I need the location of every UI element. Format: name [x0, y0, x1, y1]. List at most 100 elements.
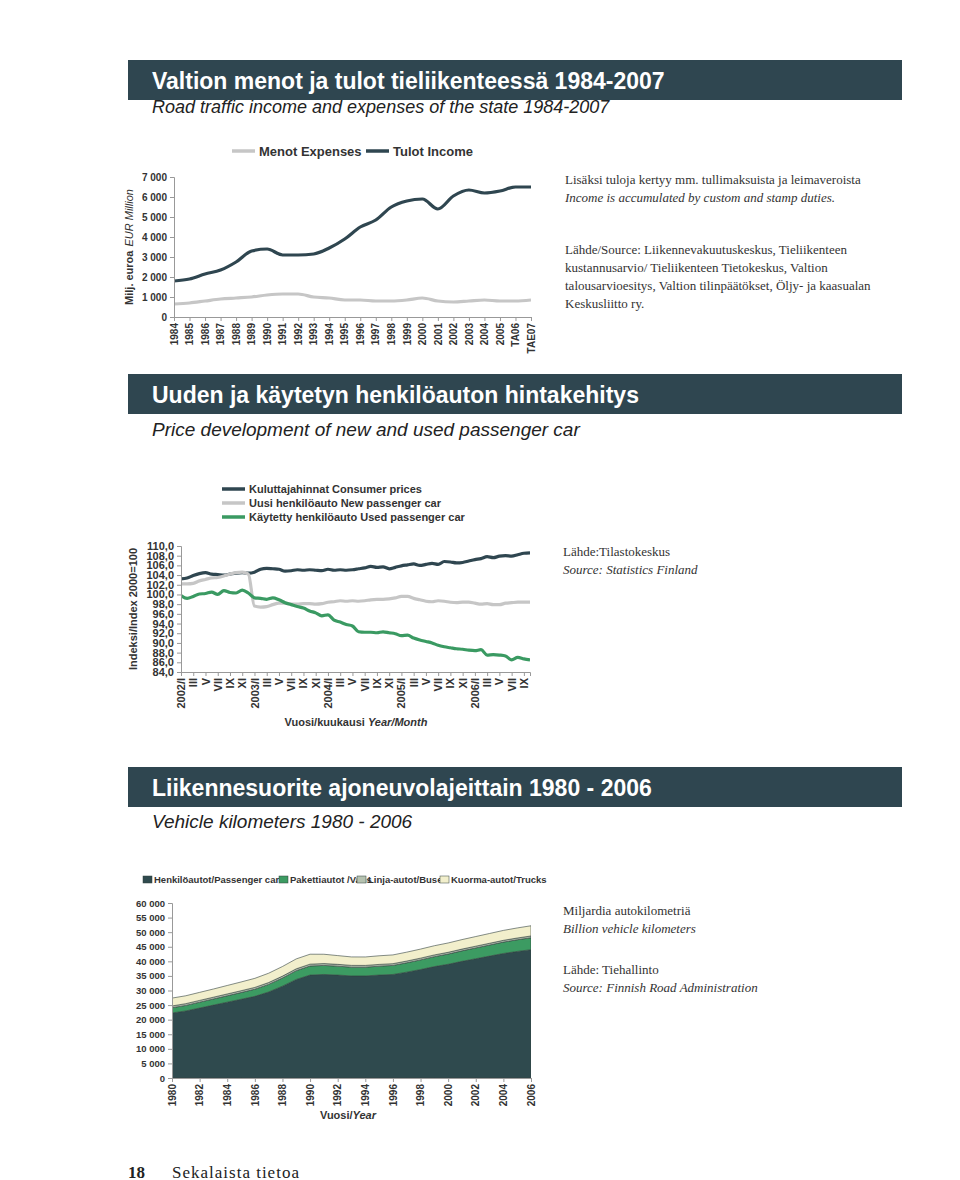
x-tick: IX: [224, 672, 236, 688]
y-axis: 84,086,088,090,092,094,096,098,0100,0102…: [146, 540, 181, 678]
tick-label: VII: [212, 678, 224, 691]
tick-mark: [170, 197, 174, 198]
tick-mark: [242, 672, 243, 676]
tick-mark: [205, 672, 206, 676]
x-tick: 2005/I: [395, 672, 407, 709]
chart: Valtion menot ja tulot tieliikenteessä 1…: [123, 60, 902, 353]
tick-label: 1 000: [142, 292, 167, 303]
tick-label: IX: [518, 677, 530, 688]
tick-mark: [227, 1078, 228, 1082]
x-tick: 1984: [222, 1078, 233, 1106]
x-tick: 1982: [194, 1078, 205, 1106]
tick-label: 5 000: [141, 1058, 165, 1069]
tick-mark: [484, 317, 485, 321]
tick-mark: [177, 624, 181, 625]
x-axis-title-en: Year/Month: [368, 716, 428, 728]
tick-label: IX: [297, 677, 309, 688]
legend: Menot ExpensesTulot Income: [232, 144, 473, 159]
tick-label: TA06: [510, 323, 521, 347]
tick-label: 2005/I: [395, 678, 407, 709]
tick-mark: [283, 317, 284, 321]
tick-mark: [177, 556, 181, 557]
tick-mark: [328, 672, 329, 676]
tick-label: 1996: [355, 323, 366, 346]
tick-label: 1998: [415, 1084, 426, 1107]
tick-label: VII: [432, 678, 444, 691]
tick-mark: [177, 546, 181, 547]
axis-line: [173, 1079, 532, 1083]
x-tick: 1990: [262, 317, 273, 345]
tick-label: 2006: [526, 1084, 537, 1107]
tick-label: 2004/I: [322, 678, 334, 709]
tick-mark: [252, 317, 253, 321]
legend-swatch: [222, 487, 245, 491]
x-tick: 2004: [479, 317, 490, 345]
tick-mark: [499, 672, 500, 676]
subtitle: Vehicle kilometers 1980 - 2006: [152, 811, 413, 832]
x-tick: 2000: [443, 1078, 454, 1106]
tick-mark: [475, 672, 476, 676]
tick-mark: [267, 317, 268, 321]
x-tick: 1993: [308, 317, 319, 345]
x-tick: VII: [432, 672, 444, 691]
tick-mark: [360, 317, 361, 321]
tick-label: 7 000: [142, 172, 167, 183]
x-tick: V: [200, 672, 212, 685]
x-axis-title: Vuosi/kuukausi Year/Month: [285, 716, 428, 728]
tick-mark: [236, 317, 237, 321]
tick-mark: [500, 317, 501, 321]
x-axis-title-fi: Vuosi/kuukausi: [285, 716, 368, 728]
tick-label: 2 000: [142, 272, 167, 283]
tick-mark: [200, 1078, 201, 1082]
tick-label: III: [481, 678, 493, 687]
x-tick: IX: [518, 672, 530, 688]
note: Lähde/Source: Liikennevakuutuskeskus, Ti…: [565, 242, 847, 257]
x-tick: 2004: [498, 1078, 509, 1106]
tick-label: III: [334, 678, 346, 687]
plot-area: [174, 187, 531, 304]
legend-swatch: [232, 149, 255, 153]
y-tick: 2 000: [142, 272, 174, 283]
tick-label: 2004: [498, 1084, 509, 1107]
legend-label: Pakettiautot /Vans: [290, 874, 372, 885]
x-tick: 1988: [231, 317, 242, 345]
x-tick: 1996: [388, 1078, 399, 1106]
y-tick: 0: [160, 1073, 172, 1084]
note: Lähde:Tilastokeskus: [563, 544, 670, 559]
note-en: Income is accumulated by custom and stam…: [564, 190, 835, 205]
header-bar: [128, 60, 902, 100]
tick-mark: [338, 1078, 339, 1082]
legend-label: Linja-autot/Buses: [368, 874, 448, 885]
x-tick: 2002: [448, 317, 459, 345]
tick-mark: [279, 672, 280, 676]
legend-label: Menot Expenses: [259, 144, 362, 159]
x-tick: IX: [371, 672, 383, 688]
x-tick: 1986: [200, 317, 211, 345]
note: Lähde: Tiehallinto: [563, 962, 659, 977]
y-axis: 01 0002 0003 0004 0005 0006 0007 000: [142, 172, 175, 323]
y-tick: 1 000: [142, 292, 174, 303]
tick-mark: [168, 976, 172, 977]
x-tick: III: [408, 672, 420, 687]
subtitle: Road traffic income and expenses of the …: [152, 97, 610, 117]
y-tick: 5 000: [142, 212, 174, 223]
tick-mark: [168, 1063, 172, 1064]
tick-label: XI: [457, 678, 469, 688]
x-tick: V: [493, 672, 505, 685]
y-axis-title-en: EUR Million: [123, 189, 135, 246]
note: Keskusliitto ry.: [565, 296, 644, 311]
page: Valtion menot ja tulot tieliikenteessä 1…: [0, 0, 960, 1180]
page-number: 18: [128, 1163, 145, 1180]
tick-mark: [531, 317, 532, 321]
x-axis-title-fi: Vuosi/: [320, 1109, 353, 1121]
tick-mark: [230, 672, 231, 676]
tick-label: 1995: [339, 323, 350, 346]
x-tick: 2001: [433, 317, 444, 345]
tick-label: 45 000: [136, 941, 165, 952]
tick-label: 2000: [443, 1084, 454, 1107]
tick-mark: [401, 672, 402, 676]
tick-mark: [168, 918, 172, 919]
tick-label: 1996: [388, 1084, 399, 1107]
header-bar: [128, 374, 902, 414]
tick-label: 1994: [360, 1084, 371, 1107]
